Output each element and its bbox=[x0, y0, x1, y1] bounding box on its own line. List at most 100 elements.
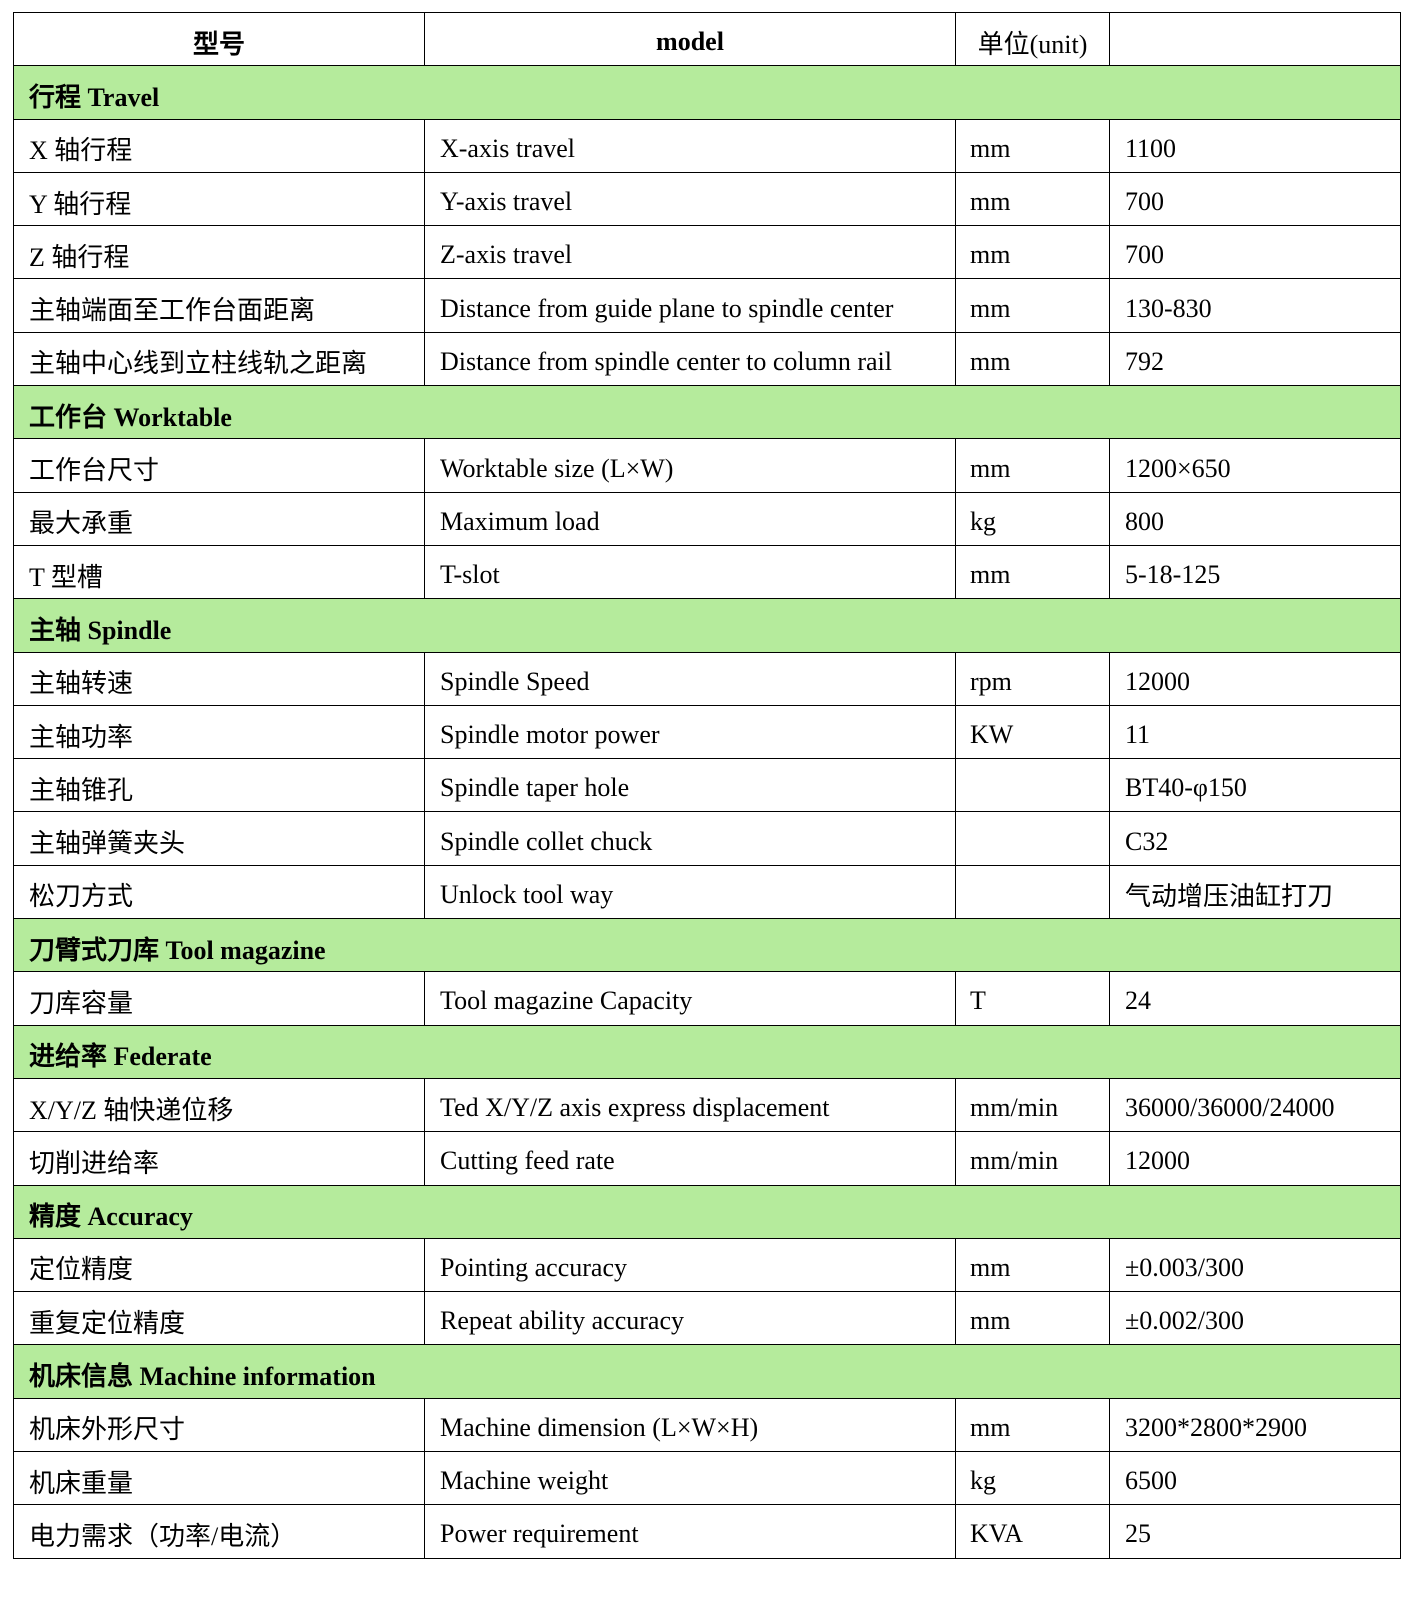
param-en: Machine dimension (L×W×H) bbox=[424, 1397, 956, 1453]
table-row: 重复定位精度 Repeat ability accuracy mm ±0.002/30… bbox=[13, 1291, 1401, 1346]
param-cn: Z 轴行程 bbox=[13, 225, 425, 280]
section-title: 工作台 Worktable bbox=[13, 385, 1401, 440]
table-row: 主轴转速 Spindle Speed rpm 12000 bbox=[13, 651, 1401, 706]
param-en: Spindle Speed bbox=[424, 651, 956, 706]
param-cn: 工作台尺寸 bbox=[13, 438, 425, 493]
param-cn: 刀库容量 bbox=[13, 971, 425, 1026]
table-row: X/Y/Z 轴快递位移 Ted X/Y/Z axis express displa… bbox=[13, 1077, 1401, 1133]
section-header-row: 工作台 Worktable bbox=[13, 385, 1401, 440]
param-cn: 机床重量 bbox=[13, 1451, 425, 1506]
param-unit: mm bbox=[955, 171, 1110, 227]
param-en: X-axis travel bbox=[424, 118, 956, 173]
param-unit: T bbox=[955, 971, 1110, 1026]
param-unit: mm bbox=[955, 331, 1110, 387]
param-cn: 主轴端面至工作台面距离 bbox=[13, 278, 425, 333]
table-row: 切削进给率 Cutting feed rate mm/min 12000 bbox=[13, 1131, 1401, 1186]
param-cn: 主轴锥孔 bbox=[13, 758, 425, 813]
param-unit: mm bbox=[955, 1397, 1110, 1453]
param-cn: 主轴功率 bbox=[13, 704, 425, 760]
param-unit: KVA bbox=[955, 1504, 1110, 1559]
table-row: 主轴锥孔 Spindle taper hole BT40-φ150 bbox=[13, 758, 1401, 813]
table-row: 主轴端面至工作台面距离 Distance from guide plane to … bbox=[13, 278, 1401, 333]
param-unit: mm bbox=[955, 438, 1110, 493]
spec-table: 型号 model 单位(unit) 行程 Travel X 轴行程 X-axis t… bbox=[13, 11, 1401, 1559]
param-en: Y-axis travel bbox=[424, 171, 956, 227]
param-en: Spindle motor power bbox=[424, 704, 956, 760]
param-unit bbox=[955, 811, 1110, 866]
param-cn: 切削进给率 bbox=[13, 1131, 425, 1186]
table-row: Z 轴行程 Z-axis travel mm 700 bbox=[13, 225, 1401, 280]
param-cn: 最大承重 bbox=[13, 491, 425, 546]
table-row: 电力需求（功率/电流） Power requirement KVA 25 bbox=[13, 1504, 1401, 1559]
param-cn: T 型槽 bbox=[13, 544, 425, 600]
table-row: 松刀方式 Unlock tool way 气动增压油缸打刀 bbox=[13, 864, 1401, 920]
param-value: ±0.002/300 bbox=[1109, 1291, 1401, 1346]
table-row: 机床外形尺寸 Machine dimension (L×W×H) mm 3200*28… bbox=[13, 1397, 1401, 1453]
param-value: 5-18-125 bbox=[1109, 544, 1401, 600]
param-en: Pointing accuracy bbox=[424, 1237, 956, 1293]
table-row: 定位精度 Pointing accuracy mm ±0.003/300 bbox=[13, 1237, 1401, 1293]
param-cn: 主轴中心线到立柱线轨之距离 bbox=[13, 331, 425, 387]
param-value: 12000 bbox=[1109, 1131, 1401, 1186]
param-en: Tool magazine Capacity bbox=[424, 971, 956, 1026]
param-cn: 主轴转速 bbox=[13, 651, 425, 706]
param-en: Worktable size (L×W) bbox=[424, 438, 956, 493]
param-en: Ted X/Y/Z axis express displacement bbox=[424, 1077, 956, 1133]
param-unit: mm bbox=[955, 1237, 1110, 1293]
param-cn: X 轴行程 bbox=[13, 118, 425, 173]
header-value bbox=[1109, 11, 1401, 67]
param-en: Repeat ability accuracy bbox=[424, 1291, 956, 1346]
section-title: 精度 Accuracy bbox=[13, 1184, 1401, 1239]
param-value: 24 bbox=[1109, 971, 1401, 1026]
param-en: Machine weight bbox=[424, 1451, 956, 1506]
table-row: T 型槽 T-slot mm 5-18-125 bbox=[13, 544, 1401, 600]
table-row: 主轴弹簧夹头 Spindle collet chuck C32 bbox=[13, 811, 1401, 866]
param-cn: 电力需求（功率/电流） bbox=[13, 1504, 425, 1559]
param-unit: rpm bbox=[955, 651, 1110, 706]
param-unit: mm/min bbox=[955, 1131, 1110, 1186]
table-header-row: 型号 model 单位(unit) bbox=[13, 11, 1401, 67]
param-en: Distance from spindle center to column r… bbox=[424, 331, 956, 387]
section-header-row: 主轴 Spindle bbox=[13, 598, 1401, 653]
section-title: 进给率 Federate bbox=[13, 1024, 1401, 1079]
param-en: Power requirement bbox=[424, 1504, 956, 1559]
param-value: 800 bbox=[1109, 491, 1401, 546]
header-model-cn: 型号 bbox=[13, 11, 425, 67]
section-header-row: 行程 Travel bbox=[13, 65, 1401, 120]
param-value: 1200×650 bbox=[1109, 438, 1401, 493]
param-value: 6500 bbox=[1109, 1451, 1401, 1506]
section-title: 机床信息 Machine information bbox=[13, 1344, 1401, 1399]
param-cn: 重复定位精度 bbox=[13, 1291, 425, 1346]
param-unit: mm bbox=[955, 1291, 1110, 1346]
param-cn: Y 轴行程 bbox=[13, 171, 425, 227]
param-unit: mm/min bbox=[955, 1077, 1110, 1133]
section-header-row: 机床信息 Machine information bbox=[13, 1344, 1401, 1399]
param-en: Spindle taper hole bbox=[424, 758, 956, 813]
table-row: 工作台尺寸 Worktable size (L×W) mm 1200×650 bbox=[13, 438, 1401, 493]
section-title: 行程 Travel bbox=[13, 65, 1401, 120]
param-en: T-slot bbox=[424, 544, 956, 600]
param-value: 3200*2800*2900 bbox=[1109, 1397, 1401, 1453]
param-unit: kg bbox=[955, 1451, 1110, 1506]
table-row: 主轴功率 Spindle motor power KW 11 bbox=[13, 704, 1401, 760]
table-row: 刀库容量 Tool magazine Capacity T 24 bbox=[13, 971, 1401, 1026]
param-en: Distance from guide plane to spindle cen… bbox=[424, 278, 956, 333]
param-en: Cutting feed rate bbox=[424, 1131, 956, 1186]
section-title: 主轴 Spindle bbox=[13, 598, 1401, 653]
param-value: BT40-φ150 bbox=[1109, 758, 1401, 813]
param-en: Z-axis travel bbox=[424, 225, 956, 280]
param-value: 130-830 bbox=[1109, 278, 1401, 333]
table-row: X 轴行程 X-axis travel mm 1100 bbox=[13, 118, 1401, 173]
param-unit: mm bbox=[955, 118, 1110, 173]
param-value: 36000/36000/24000 bbox=[1109, 1077, 1401, 1133]
param-unit bbox=[955, 758, 1110, 813]
section-header-row: 精度 Accuracy bbox=[13, 1184, 1401, 1239]
table-row: 主轴中心线到立柱线轨之距离 Distance from spindle cente… bbox=[13, 331, 1401, 387]
param-cn: X/Y/Z 轴快递位移 bbox=[13, 1077, 425, 1133]
param-cn: 主轴弹簧夹头 bbox=[13, 811, 425, 866]
param-value: 700 bbox=[1109, 171, 1401, 227]
param-value: 792 bbox=[1109, 331, 1401, 387]
param-cn: 松刀方式 bbox=[13, 864, 425, 920]
param-value: 25 bbox=[1109, 1504, 1401, 1559]
param-en: Maximum load bbox=[424, 491, 956, 546]
